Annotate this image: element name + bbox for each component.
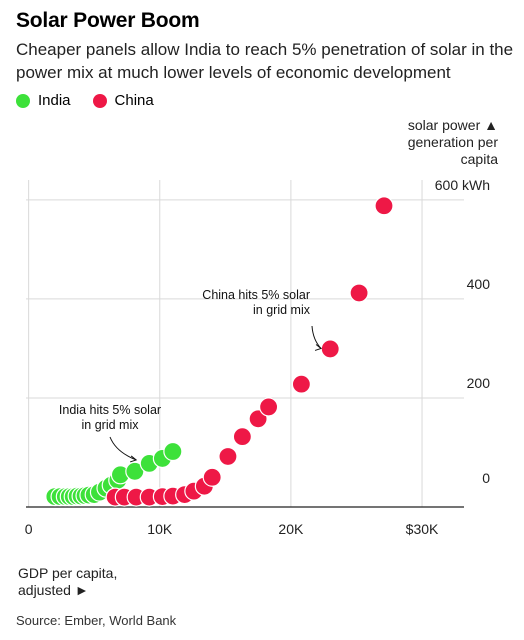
annotation-arrow	[109, 436, 137, 461]
legend-label-china: China	[114, 92, 154, 109]
india-point	[125, 461, 145, 481]
legend-swatch-china	[92, 93, 107, 108]
y-tick-label: 200	[467, 375, 491, 391]
chart-subtitle: Cheaper panels allow India to reach 5% p…	[16, 40, 514, 82]
x-axis-title: adjusted ►	[18, 582, 89, 598]
annotation-text: in grid mix	[82, 418, 140, 432]
y-tick-label: 0	[482, 470, 490, 486]
annotation-arrowhead	[314, 344, 323, 351]
source-note: Source: Ember, World Bank	[16, 613, 177, 628]
china-point	[218, 446, 238, 467]
china-point	[291, 374, 311, 394]
china-point	[202, 467, 222, 487]
y-tick-label: 400	[467, 276, 491, 292]
x-tick-label: 0	[25, 521, 33, 537]
annotation-arrowhead	[129, 455, 138, 463]
y-axis-title: capita	[461, 151, 499, 167]
annotation-text: China hits 5% solar	[202, 288, 310, 302]
annotation-text: in grid mix	[253, 303, 311, 317]
y-tick-label: 600 kWh	[435, 177, 490, 193]
x-tick-label: $30K	[406, 521, 439, 537]
china-point	[349, 283, 369, 303]
legend-label-india: India	[38, 92, 71, 109]
annotation-text: India hits 5% solar	[59, 403, 161, 417]
x-tick-label: 20K	[278, 521, 304, 537]
x-axis-title: GDP per capita,	[18, 565, 117, 581]
china-point	[374, 196, 394, 216]
legend-swatch-india	[16, 93, 30, 108]
y-axis-title: generation per	[408, 134, 499, 150]
china-point	[232, 427, 252, 447]
chart-title: Solar Power Boom	[16, 9, 200, 32]
china-point	[259, 397, 279, 417]
legend: India China	[16, 92, 176, 109]
legend-item-china: China	[92, 92, 154, 109]
india-point	[163, 441, 183, 462]
legend-item-india: India	[16, 92, 71, 109]
x-tick-label: 10K	[147, 521, 173, 537]
china-point	[320, 339, 340, 359]
y-axis-title: solar power ▲	[408, 117, 498, 133]
